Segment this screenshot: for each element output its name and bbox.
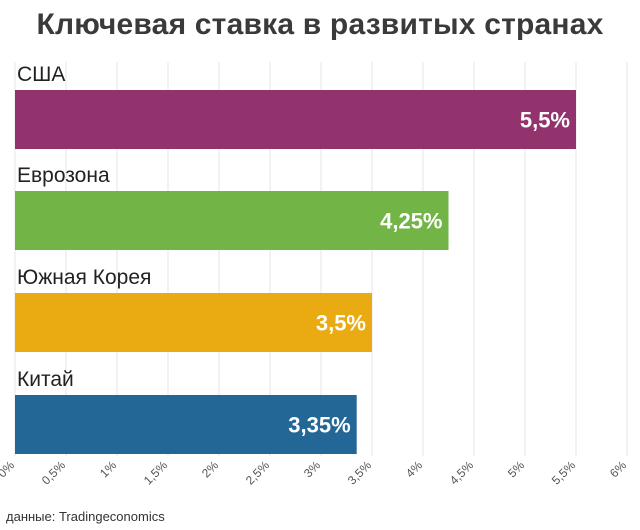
x-tick-label-9: 4,5% [447, 458, 476, 487]
x-tick-label-8: 4% [403, 458, 425, 480]
x-tick-label-10: 5% [505, 458, 527, 480]
x-tick-label-11: 5,5% [549, 458, 578, 487]
bar-value-label-1: 4,25% [380, 209, 442, 234]
bar-3 [15, 395, 357, 454]
category-label-1: Еврозона [17, 164, 110, 187]
bar-0 [15, 90, 576, 149]
x-tick-label-7: 3,5% [345, 458, 374, 487]
x-tick-label-2: 1% [97, 458, 119, 480]
bar-value-label-3: 3,35% [288, 413, 350, 438]
x-tick-label-4: 2% [199, 458, 221, 480]
bar-value-label-0: 5,5% [520, 108, 570, 133]
x-tick-label-1: 0,5% [39, 458, 68, 487]
category-label-3: Китай [17, 368, 74, 391]
x-tick-label-5: 2,5% [243, 458, 272, 487]
x-tick-label-12: 6% [607, 458, 629, 480]
source-note: данные: Tradingeconomics [6, 509, 165, 524]
chart-title: Ключевая ставка в развитых странах [36, 8, 604, 41]
x-tick-label-3: 1,5% [141, 458, 170, 487]
x-tick-label-0: 0% [0, 458, 17, 480]
bar-value-label-2: 3,5% [316, 311, 366, 336]
x-tick-label-6: 3% [301, 458, 323, 480]
bar-1 [15, 191, 449, 250]
bar-2 [15, 293, 372, 352]
category-label-2: Южная Корея [17, 266, 151, 289]
category-label-0: США [17, 63, 65, 86]
